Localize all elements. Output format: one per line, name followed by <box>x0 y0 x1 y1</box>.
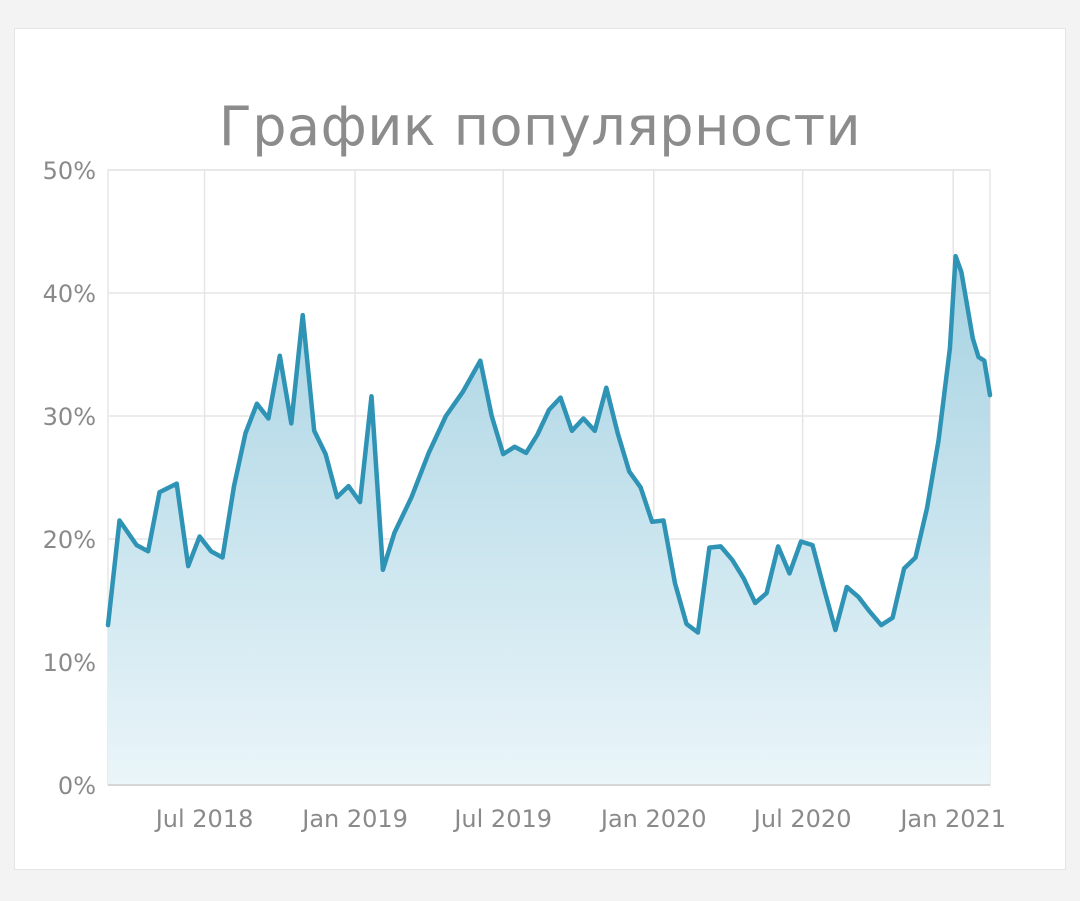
y-tick-label: 20% <box>43 526 96 554</box>
x-tick-label: Jan 2020 <box>599 805 707 833</box>
y-tick-label: 50% <box>43 157 96 185</box>
series-line <box>105 253 993 635</box>
y-tick-label: 10% <box>43 649 96 677</box>
x-tick-label: Jan 2021 <box>898 805 1006 833</box>
y-tick-label: 30% <box>43 403 96 431</box>
x-tick-label: Jul 2019 <box>452 805 552 833</box>
y-tick-label: 40% <box>43 280 96 308</box>
series-area <box>108 256 990 786</box>
chart-title: График популярности <box>218 95 862 158</box>
y-tick-label: 0% <box>58 772 96 800</box>
x-tick-label: Jul 2018 <box>154 805 254 833</box>
x-tick-label: Jan 2019 <box>300 805 408 833</box>
x-tick-label: Jul 2020 <box>752 805 852 833</box>
